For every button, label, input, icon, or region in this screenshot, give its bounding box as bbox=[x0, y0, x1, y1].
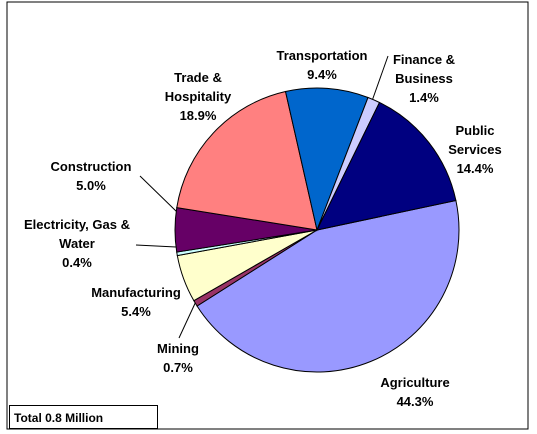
slice-value-label: 14.4% bbox=[456, 161, 494, 176]
pie-slice bbox=[316, 101, 457, 231]
leader-lines bbox=[135, 55, 389, 339]
slice-label: Transportation bbox=[276, 48, 368, 63]
pie-slice bbox=[284, 87, 369, 232]
slice-value-label: 1.4% bbox=[409, 90, 439, 105]
leader-line bbox=[178, 296, 199, 339]
slice-value-label: 5.4% bbox=[121, 304, 151, 319]
slice-label: Agriculture bbox=[380, 375, 450, 390]
slice-value-label: 44.3% bbox=[396, 394, 434, 409]
leader-line bbox=[371, 55, 389, 102]
slice-label: Finance & Business bbox=[392, 52, 456, 86]
slice-label: Public Services bbox=[448, 123, 502, 157]
slice-value-label: 0.7% bbox=[163, 360, 193, 375]
slice-label: Mining bbox=[157, 341, 199, 356]
slice-value-label: 0.4% bbox=[62, 255, 92, 270]
slice-value-label: 9.4% bbox=[307, 67, 337, 82]
slice-value-label: 18.9% bbox=[179, 108, 217, 123]
slice-label: Construction bbox=[50, 159, 132, 174]
leader-line bbox=[135, 244, 177, 248]
pie-slice bbox=[176, 90, 318, 231]
leader-line bbox=[139, 175, 178, 213]
slice-value-label: 5.0% bbox=[76, 178, 106, 193]
slice-label: Trade & Hospitality bbox=[164, 70, 232, 104]
frame bbox=[6, 1, 529, 430]
slice-label: Manufacturing bbox=[91, 285, 181, 300]
pie-slice bbox=[196, 199, 460, 373]
total-note: Total 0.8 Million bbox=[9, 405, 158, 429]
slice-label: Electricity, Gas & Water bbox=[24, 217, 130, 251]
